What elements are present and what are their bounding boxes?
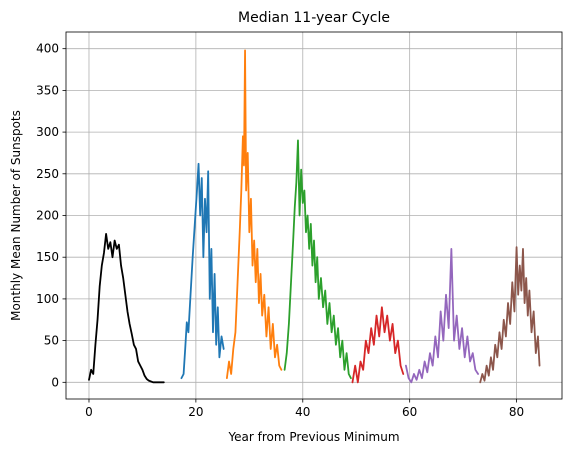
series-line-4 bbox=[283, 139, 352, 380]
y-tick-label: 350 bbox=[36, 83, 59, 97]
x-axis-label: Year from Previous Minimum bbox=[227, 430, 399, 444]
y-tick-label: 50 bbox=[44, 334, 59, 348]
y-tick-label: 100 bbox=[36, 292, 59, 306]
y-tick-label: 300 bbox=[36, 125, 59, 139]
series-line-3 bbox=[225, 49, 283, 380]
x-tick-label: 60 bbox=[402, 405, 417, 419]
ticks: 0 20 40 60 80 0 50 100 150 200 250 300 350 400 bbox=[36, 42, 524, 419]
y-tick-label: 200 bbox=[36, 209, 59, 223]
y-tick-label: 0 bbox=[51, 375, 59, 389]
y-tick-label: 250 bbox=[36, 167, 59, 181]
x-tick-label: 0 bbox=[85, 405, 93, 419]
x-tick-label: 40 bbox=[295, 405, 310, 419]
series-layer bbox=[88, 49, 541, 384]
series-line-6 bbox=[405, 247, 479, 384]
series-line-1 bbox=[88, 232, 165, 384]
grid bbox=[66, 32, 562, 399]
series-line-2 bbox=[180, 162, 225, 380]
y-axis-label: Monthly Mean Number of Sunspots bbox=[9, 110, 23, 321]
x-tick-label: 20 bbox=[188, 405, 203, 419]
x-tick-label: 80 bbox=[509, 405, 524, 419]
y-tick-label: 150 bbox=[36, 250, 59, 264]
y-tick-label: 400 bbox=[36, 42, 59, 56]
series-line-7 bbox=[479, 246, 541, 384]
chart-title: Median 11-year Cycle bbox=[238, 10, 390, 26]
series-line-5 bbox=[351, 306, 405, 384]
